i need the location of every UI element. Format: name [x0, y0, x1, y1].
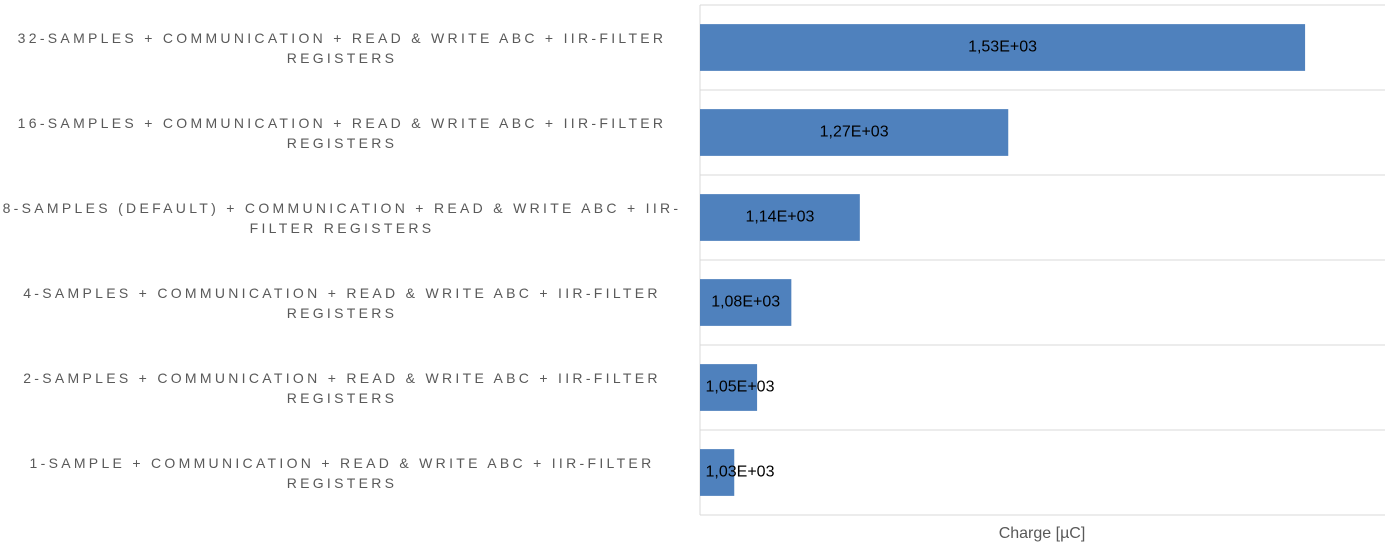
bar — [700, 364, 758, 411]
x-axis-title: Charge [µC] — [999, 525, 1086, 542]
data-label: 1,05E+03 — [706, 379, 775, 396]
category-label: 1-SAMPLE + COMMUNICATION + READ & WRITE … — [29, 454, 655, 491]
data-label: 1,14E+03 — [745, 209, 814, 226]
category-label: 32-SAMPLES + COMMUNICATION + READ & WRIT… — [17, 29, 667, 66]
bar — [700, 449, 735, 496]
data-label: 1,53E+03 — [968, 39, 1037, 56]
category-label: 2-SAMPLES + COMMUNICATION + READ & WRITE… — [23, 369, 661, 406]
data-label: 1,03E+03 — [706, 464, 775, 481]
bar — [700, 24, 1306, 71]
data-label: 1,27E+03 — [820, 124, 889, 141]
bar — [700, 279, 792, 326]
data-label: 1,08E+03 — [711, 294, 780, 311]
category-label: 4-SAMPLES + COMMUNICATION + READ & WRITE… — [23, 284, 661, 321]
category-label: 8-SAMPLES (DEFAULT) + COMMUNICATION + RE… — [2, 199, 682, 236]
category-label: 16-SAMPLES + COMMUNICATION + READ & WRIT… — [17, 114, 667, 151]
bar — [700, 109, 1009, 156]
bar — [700, 194, 860, 241]
